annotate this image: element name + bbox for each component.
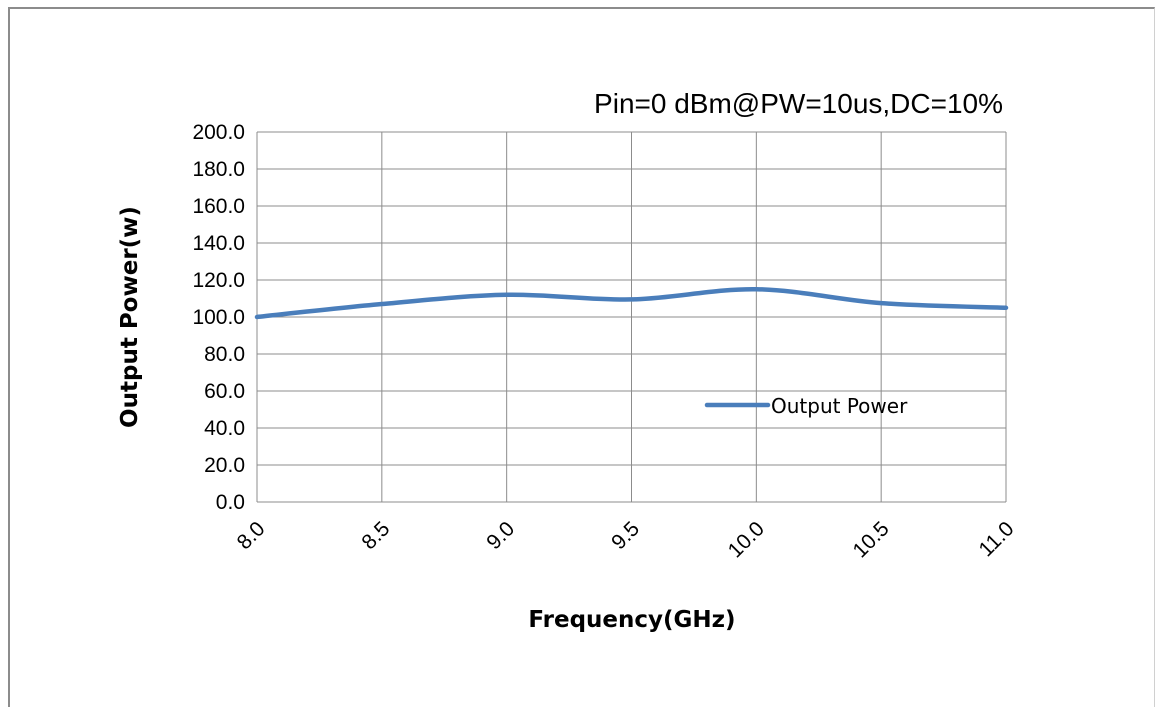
grid-lines (256, 131, 1007, 503)
chart-frame (8, 7, 1155, 707)
y-tick-label: 120.0 (192, 269, 245, 292)
x-axis-label: Frequency(GHz) (528, 607, 735, 633)
x-tick-label: 10.0 (724, 517, 769, 562)
y-tick-label: 20.0 (204, 454, 245, 477)
y-tick-label: 60.0 (204, 380, 245, 403)
x-tick-label: 8.0 (233, 517, 270, 554)
y-tick-label: 200.0 (192, 121, 245, 144)
y-axis-label: Output Power(w) (117, 206, 143, 428)
x-tick-label: 10.5 (849, 517, 894, 562)
x-tick-label: 11.0 (974, 517, 1018, 561)
y-tick-label: 180.0 (192, 158, 245, 181)
legend-label: Output Power (771, 394, 908, 418)
x-tick-label: 8.5 (357, 517, 394, 554)
legend: Output Power (704, 394, 908, 418)
x-tick-label: 9.0 (482, 517, 519, 554)
y-tick-label: 40.0 (204, 417, 245, 440)
series-line-output-power (254, 286, 1009, 320)
y-tick-label: 80.0 (204, 343, 245, 366)
x-tick-labels: 8.0 8.5 9.0 9.5 10.0 10.5 11.0 (233, 517, 1019, 562)
x-tick-label: 9.5 (607, 517, 644, 554)
chart-title: Pin=0 dBm@PW=10us,DC=10% (594, 88, 1003, 119)
y-tick-label: 100.0 (192, 306, 245, 329)
y-tick-label: 0.0 (216, 491, 245, 514)
y-tick-label: 140.0 (192, 232, 245, 255)
y-tick-labels: 0.0 20.0 40.0 60.0 80.0 100.0 120.0 140.0 160.0 1… (192, 121, 245, 514)
y-tick-label: 160.0 (192, 195, 245, 218)
series-lines (254, 286, 1009, 320)
